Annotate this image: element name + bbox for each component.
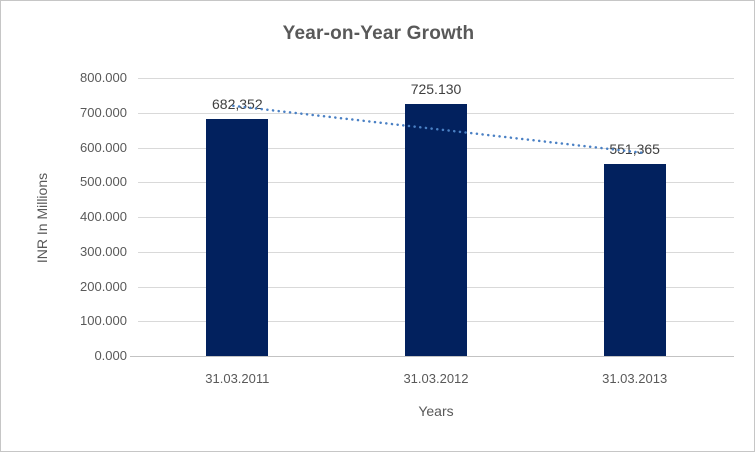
bar-31.03.2011 [206, 119, 268, 356]
y-axis-tick-label: 800.000 [80, 70, 127, 85]
y-axis-tick-label: 300.000 [80, 243, 127, 259]
x-axis-tick-label: 31.03.2011 [205, 371, 270, 386]
y-axis-tick-label: 600.000 [80, 139, 127, 155]
x-axis-tick-label: 31.03.2013 [602, 371, 668, 386]
x-axis-tick-label: 31.03.2012 [403, 371, 469, 386]
y-axis-tick-label: 400.000 [80, 209, 127, 224]
y-axis-tick-label: 200.000 [80, 278, 127, 294]
gridline [138, 78, 734, 79]
x-axis-line [130, 356, 734, 357]
y-axis-tick-label: 100.000 [80, 313, 127, 329]
y-axis-tick-label: 0.000 [94, 348, 127, 363]
bar-31.03.2012 [405, 104, 467, 356]
bar-data-label: 551,365 [609, 141, 660, 157]
bar-31.03.2013 [604, 164, 666, 356]
bar-data-label: 682,352 [212, 96, 263, 112]
chart-title: Year-on-Year Growth [282, 23, 475, 44]
bar-data-label: 725.130 [410, 81, 462, 97]
y-axis-tick-label: 500.000 [80, 174, 127, 190]
y-axis-tick-label: 700.000 [80, 104, 127, 120]
x-axis-title: Years [418, 403, 454, 419]
